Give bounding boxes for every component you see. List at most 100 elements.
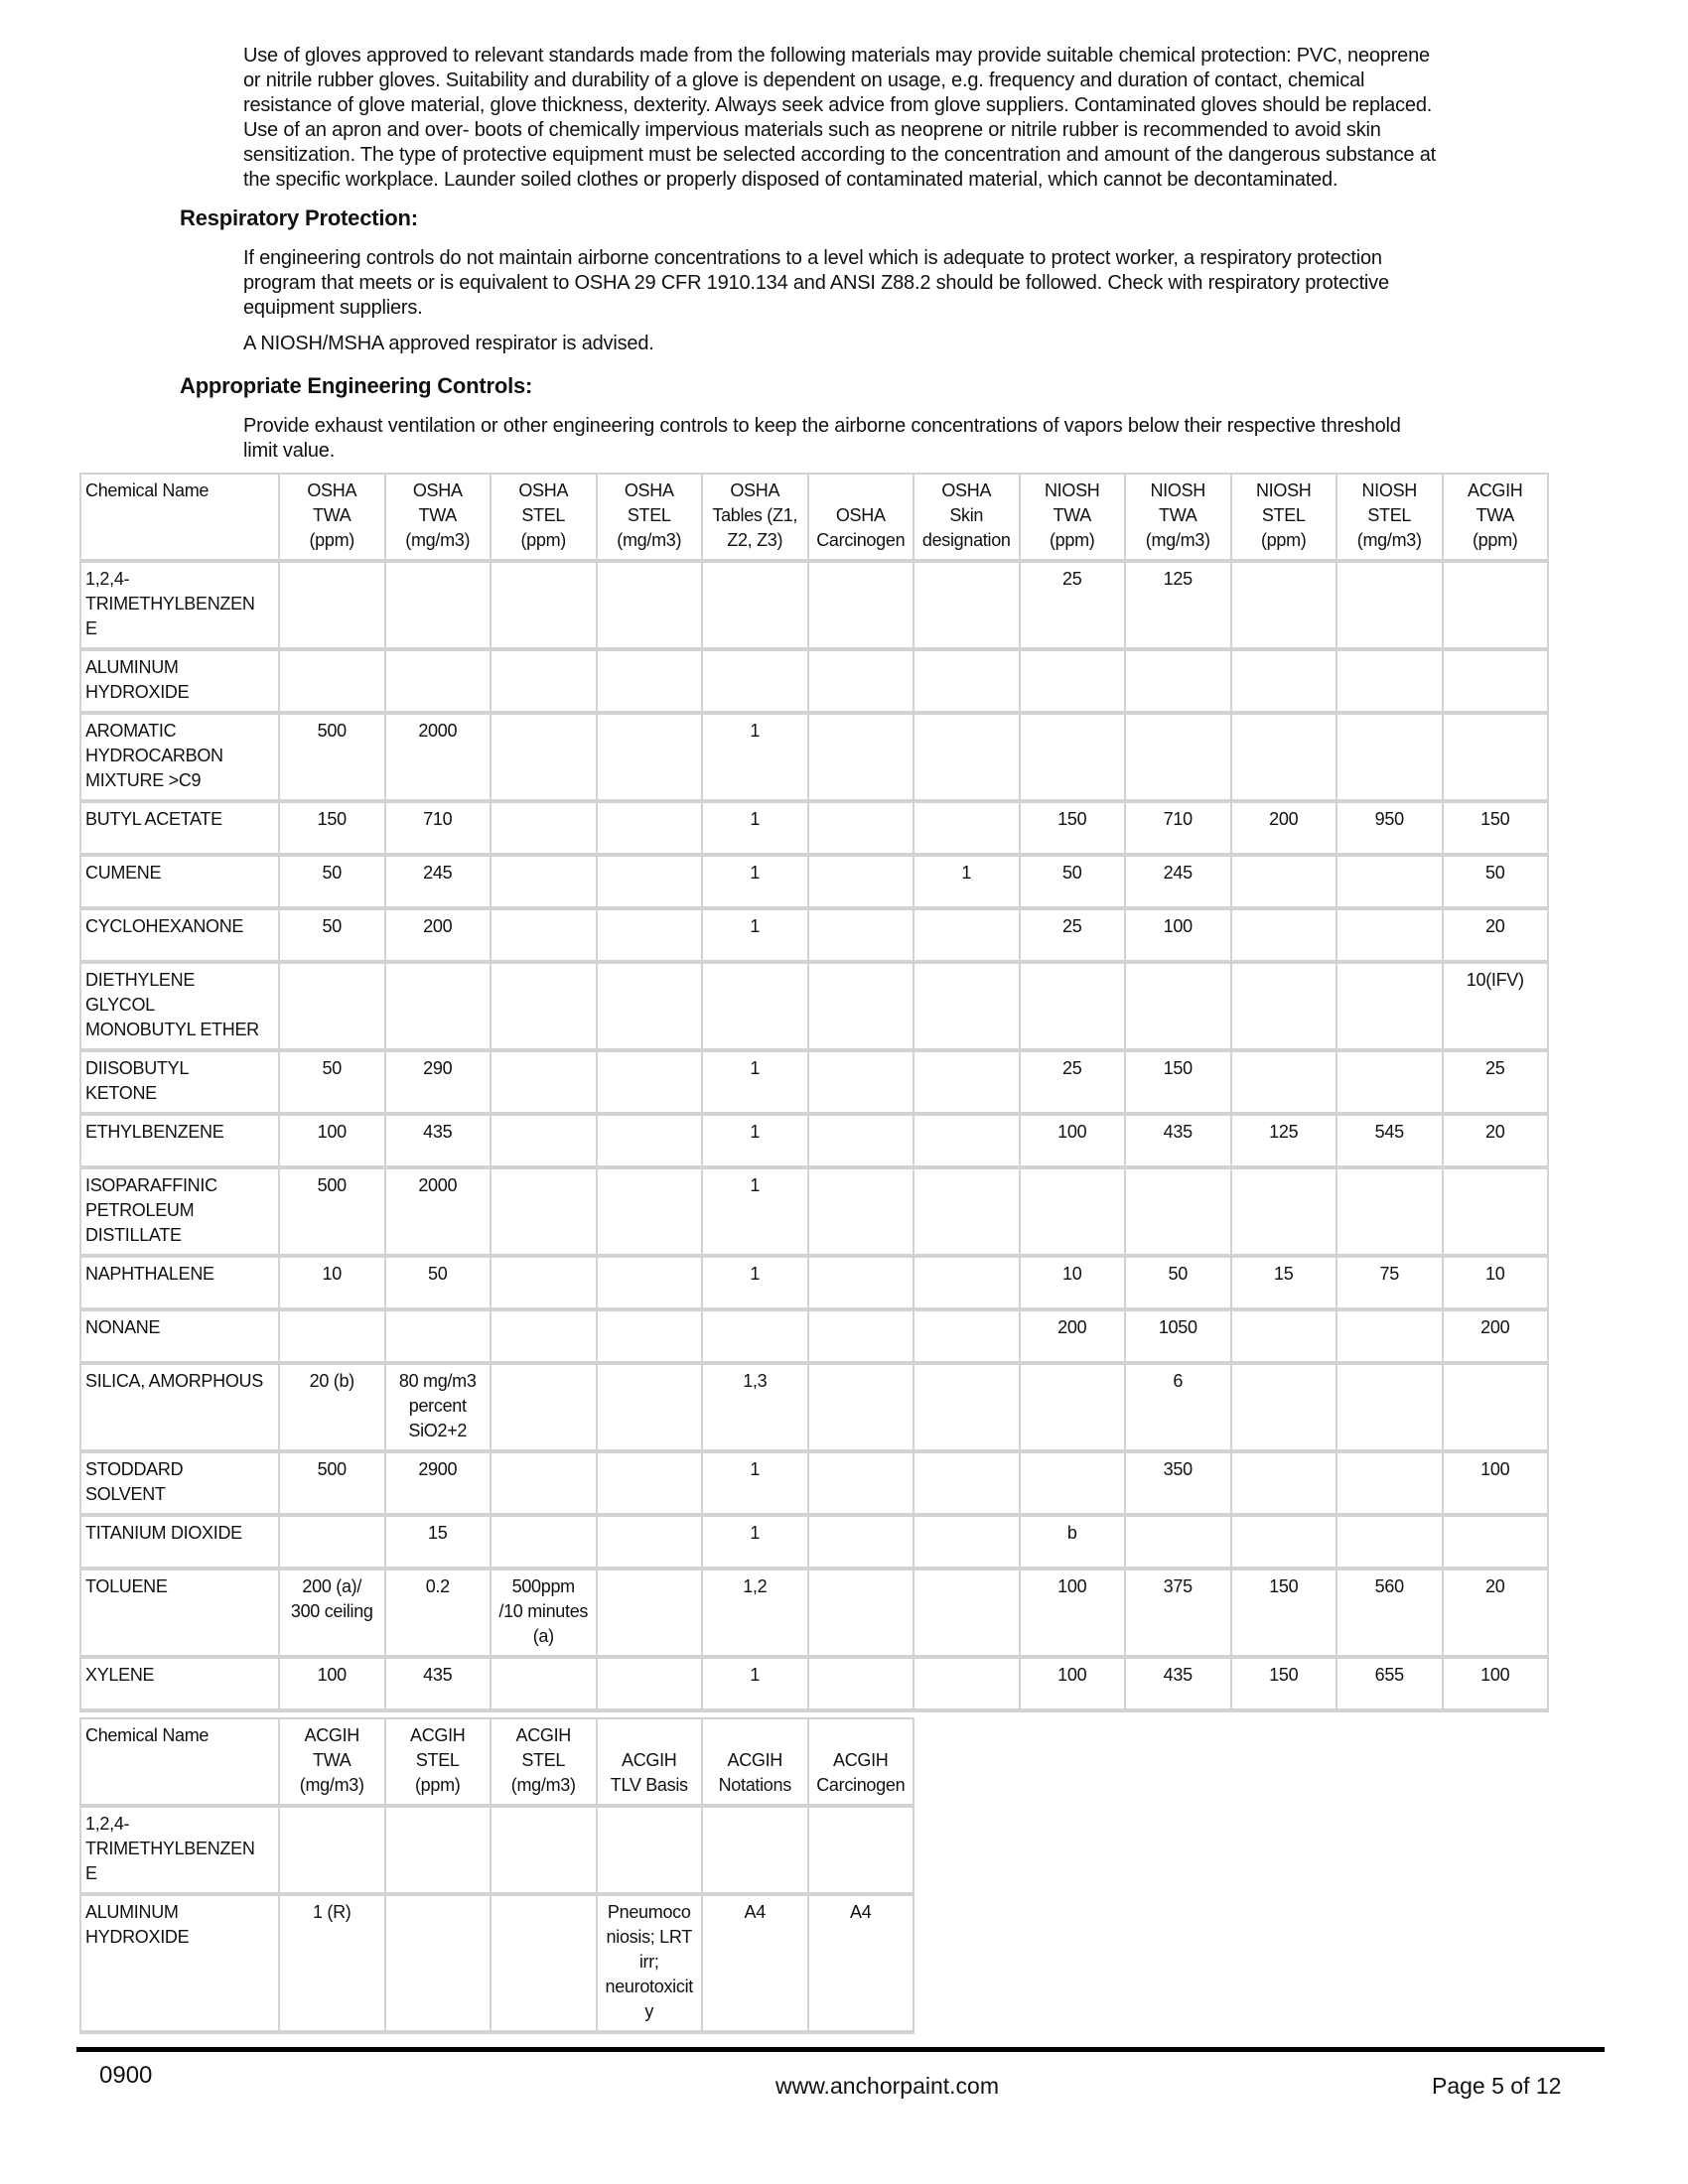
column-header: OSHA STEL (mg/m3) <box>595 473 703 563</box>
value-cell <box>595 961 703 1052</box>
table-row: NAPHTHALENE 10 50 1 10 50 15 75 10 <box>79 1255 1549 1311</box>
value-cell <box>913 712 1021 803</box>
value-cell: 710 <box>1124 800 1232 857</box>
value-cell <box>913 1166 1021 1258</box>
value-cell <box>383 1893 492 2034</box>
value-cell <box>1441 1166 1549 1258</box>
value-cell: 200 <box>1441 1308 1549 1365</box>
table-row: AROMATIC HYDROCARBON MIXTURE >C9 500 2000 1 <box>79 712 1549 803</box>
value-cell <box>913 1113 1021 1169</box>
chemical-name-cell: NAPHTHALENE <box>79 1255 280 1311</box>
value-cell: 1 (R) <box>278 1893 386 2034</box>
table-row: ETHYLBENZENE 100 435 1 100 435 125 545 20 <box>79 1113 1549 1169</box>
value-cell: 950 <box>1336 800 1444 857</box>
chemical-name-cell: SILICA, AMORPHOUS <box>79 1362 280 1453</box>
column-header: NIOSH TWA (ppm) <box>1018 473 1126 563</box>
column-header: OSHA STEL (ppm) <box>490 473 598 563</box>
value-cell <box>806 1255 914 1311</box>
value-cell: 1 <box>701 1514 809 1570</box>
value-cell: 100 <box>1124 907 1232 964</box>
value-cell <box>595 907 703 964</box>
value-cell <box>1229 854 1337 910</box>
value-cell: 25 <box>1018 907 1126 964</box>
value-cell <box>1336 961 1444 1052</box>
table-row: DIETHYLENE GLYCOL MONOBUTYL ETHER 10(IFV) <box>79 961 1549 1052</box>
column-header: NIOSH TWA (mg/m3) <box>1124 473 1232 563</box>
value-cell: 50 <box>278 907 386 964</box>
table-row: DIISOBUTYL KETONE 50 290 1 25 150 25 <box>79 1049 1549 1116</box>
value-cell: 375 <box>1124 1568 1232 1659</box>
value-cell <box>383 1805 492 1896</box>
value-cell: 200 <box>383 907 492 964</box>
column-header: NIOSH STEL (ppm) <box>1229 473 1337 563</box>
value-cell: 500ppm /10 minutes (a) <box>490 1568 598 1659</box>
value-cell: 100 <box>1441 1656 1549 1712</box>
chemical-name-cell: BUTYL ACETATE <box>79 800 280 857</box>
value-cell: 1 <box>701 800 809 857</box>
value-cell: 1 <box>701 907 809 964</box>
value-cell <box>1124 712 1232 803</box>
value-cell: 50 <box>1124 1255 1232 1311</box>
value-cell <box>1336 712 1444 803</box>
value-cell: 10(IFV) <box>1441 961 1549 1052</box>
value-cell <box>806 961 914 1052</box>
table-row: 1,2,4- TRIMETHYLBENZEN E 25 125 <box>79 560 1549 651</box>
value-cell <box>595 1113 703 1169</box>
value-cell: 150 <box>1229 1656 1337 1712</box>
value-cell: 350 <box>1124 1450 1232 1517</box>
value-cell <box>1336 648 1444 715</box>
value-cell <box>913 961 1021 1052</box>
value-cell <box>913 648 1021 715</box>
value-cell <box>595 854 703 910</box>
value-cell: 10 <box>1018 1255 1126 1311</box>
value-cell <box>1229 1514 1337 1570</box>
value-cell: 0.2 <box>383 1568 492 1659</box>
value-cell <box>1229 1362 1337 1453</box>
value-cell <box>913 1049 1021 1116</box>
value-cell: 290 <box>383 1049 492 1116</box>
value-cell <box>490 907 598 964</box>
value-cell <box>278 560 386 651</box>
value-cell <box>1441 1362 1549 1453</box>
table-row: STODDARD SOLVENT 500 2900 1 350 100 <box>79 1450 1549 1517</box>
value-cell <box>383 1308 492 1365</box>
value-cell: 100 <box>278 1656 386 1712</box>
chemical-name-cell: ISOPARAFFINIC PETROLEUM DISTILLATE <box>79 1166 280 1258</box>
chemical-name-cell: 1,2,4- TRIMETHYLBENZEN E <box>79 560 280 651</box>
value-cell: 435 <box>383 1656 492 1712</box>
value-cell: 150 <box>1124 1049 1232 1116</box>
table-row: SILICA, AMORPHOUS 20 (b) 80 mg/m3 percent … <box>79 1362 1549 1453</box>
value-cell <box>490 1805 598 1896</box>
value-cell <box>806 1113 914 1169</box>
table-row: ALUMINUM HYDROXIDE <box>79 648 1549 715</box>
value-cell <box>913 1308 1021 1365</box>
value-cell: 435 <box>383 1113 492 1169</box>
value-cell <box>701 1308 809 1365</box>
value-cell: 20 <box>1441 1568 1549 1659</box>
value-cell <box>490 1255 598 1311</box>
value-cell: 20 <box>1441 907 1549 964</box>
table-row: ALUMINUM HYDROXIDE 1 (R) Pneumoco niosis; … <box>79 1893 914 2034</box>
value-cell <box>490 648 598 715</box>
column-header: ACGIH TLV Basis <box>595 1717 703 1808</box>
value-cell: 6 <box>1124 1362 1232 1453</box>
value-cell <box>806 1450 914 1517</box>
table-row: CUMENE 50 245 1 1 50 245 50 <box>79 854 1549 910</box>
value-cell <box>1441 648 1549 715</box>
value-cell: 150 <box>1229 1568 1337 1659</box>
value-cell <box>278 961 386 1052</box>
value-cell: 100 <box>278 1113 386 1169</box>
chemical-name-cell: DIETHYLENE GLYCOL MONOBUTYL ETHER <box>79 961 280 1052</box>
value-cell: A4 <box>806 1893 914 2034</box>
footer-website-link[interactable]: www.anchorpaint.com <box>775 2073 999 2099</box>
column-header: Chemical Name <box>79 473 280 563</box>
value-cell <box>490 1049 598 1116</box>
value-cell: 20 <box>1441 1113 1549 1169</box>
value-cell <box>1336 1308 1444 1365</box>
value-cell <box>806 1514 914 1570</box>
value-cell <box>595 1049 703 1116</box>
value-cell: 15 <box>383 1514 492 1570</box>
column-header: ACGIH STEL (mg/m3) <box>490 1717 598 1808</box>
value-cell <box>278 1514 386 1570</box>
value-cell <box>1124 961 1232 1052</box>
